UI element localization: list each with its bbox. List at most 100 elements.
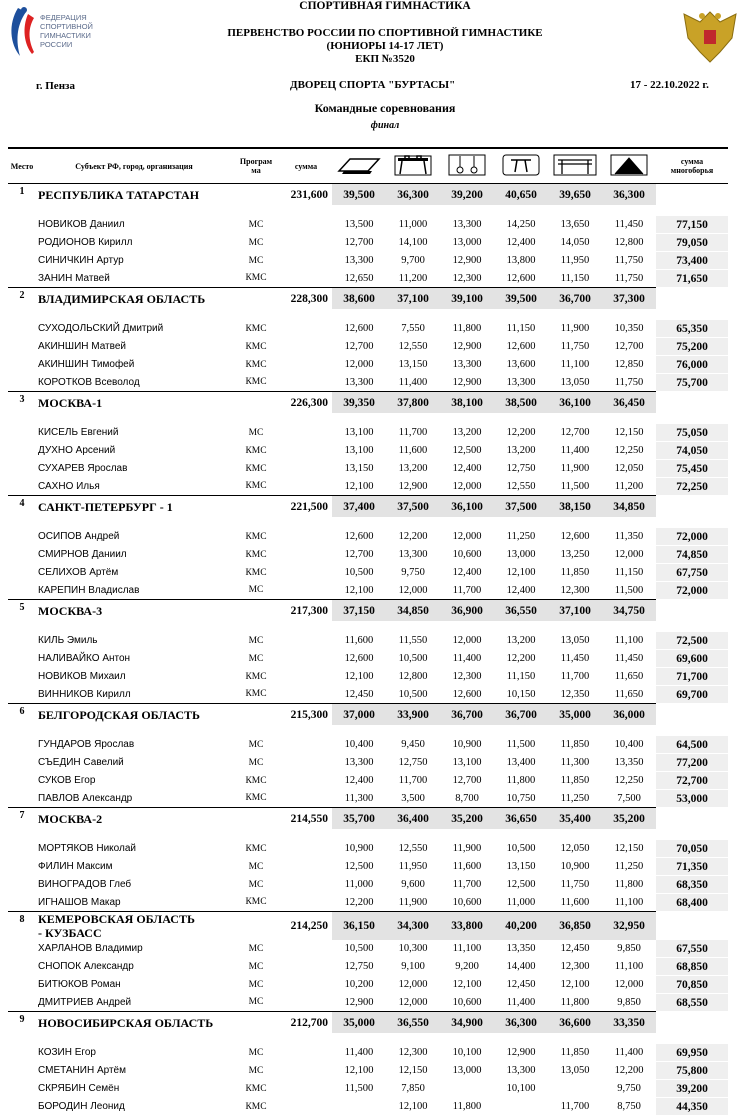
spacer-row [8, 413, 728, 424]
athlete-score: 12,200 [344, 896, 374, 908]
athlete-score: 11,700 [560, 1101, 590, 1112]
empty-cell [280, 940, 332, 958]
athlete-program: МС [248, 585, 264, 596]
athlete-score: 12,100 [344, 480, 374, 492]
athlete-score: 11,100 [560, 359, 590, 370]
team-sum: 221,500 [280, 495, 332, 517]
team-score: 38,500 [494, 391, 548, 413]
athlete-score: 11,250 [614, 861, 644, 872]
spacer-cell [8, 725, 728, 736]
athlete-score: 12,900 [452, 376, 482, 388]
empty-cell [280, 478, 332, 496]
athlete-score: 11,150 [614, 567, 644, 578]
athlete-total: 65,350 [656, 320, 728, 338]
team-score: 36,300 [602, 183, 656, 205]
athlete-score: 12,100 [344, 671, 374, 682]
empty-cell [280, 994, 332, 1012]
athlete-name: КИСЕЛЬ Евгений [38, 427, 119, 439]
empty-cell [8, 216, 36, 234]
empty-cell [8, 994, 36, 1012]
team-name: МОСКВА-3 [36, 599, 232, 621]
apparatus-icon [332, 147, 386, 184]
empty-cell [232, 183, 280, 205]
athlete-program: КМС [245, 567, 267, 578]
athlete-score: 12,200 [614, 1065, 644, 1076]
athlete-score: 13,350 [614, 757, 644, 768]
athlete-row: ГУНДАРОВ Ярослав МС 10,400 9,450 10,900 11,50… [8, 736, 728, 754]
athlete-score: 12,000 [398, 996, 428, 1008]
title: СПОРТИВНАЯ ГИМНАСТИКА [299, 0, 471, 12]
athlete-score: 11,000 [506, 896, 536, 908]
empty-cell [8, 356, 36, 374]
empty-cell [8, 754, 36, 772]
athlete-total: 71,350 [656, 857, 728, 876]
athlete-program: КМС [245, 1101, 267, 1112]
empty-cell [280, 1044, 332, 1062]
athlete-score: 13,250 [560, 549, 590, 560]
empty-cell [280, 356, 332, 374]
empty-cell [8, 1080, 36, 1098]
athlete-total: 68,350 [656, 875, 728, 894]
team-place: 1 [8, 183, 36, 205]
athlete-score: 13,000 [452, 237, 482, 248]
athlete-name: НОВИКОВ Даниил [38, 219, 125, 231]
team-score: 36,700 [548, 287, 602, 309]
spacer-row [8, 517, 728, 528]
athlete-score: 12,100 [560, 979, 590, 990]
athlete-program: КМС [245, 531, 267, 542]
athlete-score: 8,750 [617, 1101, 641, 1112]
athlete-row: ПАВЛОВ Александр КМС 11,300 3,500 8,700 10,75… [8, 789, 728, 808]
athlete-total: 67,750 [656, 563, 728, 582]
athlete-name: ХАРЛАНОВ Владимир [38, 943, 143, 955]
team-name: РЕСПУБЛИКА ТАТАРСТАН [36, 183, 232, 205]
athlete-total: 71,700 [656, 667, 728, 686]
empty-cell [280, 876, 332, 894]
athlete-score: 9,200 [455, 961, 479, 972]
athlete-score: 10,900 [560, 861, 590, 872]
athlete-score: 12,200 [398, 531, 428, 543]
athlete-score: 13,050 [560, 635, 590, 647]
athlete-program: КМС [245, 671, 267, 682]
empty-cell [8, 1098, 36, 1116]
empty-cell [656, 1011, 728, 1033]
team-score: 37,000 [332, 703, 386, 725]
athlete-name: НАЛИВАЙКО Антон [38, 653, 131, 664]
spacer-cell [8, 205, 728, 216]
team-score: 33,800 [440, 911, 494, 940]
team-score: 36,300 [386, 183, 440, 205]
athlete-score: 13,800 [506, 255, 536, 266]
team-score: 37,100 [386, 287, 440, 309]
athlete-program: КМС [245, 341, 267, 352]
athlete-score: 11,400 [506, 996, 536, 1008]
empty-cell [8, 958, 36, 976]
athlete-score: 12,300 [560, 584, 590, 596]
athlete-score: 11,900 [452, 843, 482, 855]
team-name: МОСКВА-1 [36, 391, 232, 413]
athlete-score: 10,600 [452, 549, 482, 560]
venue: ДВОРЕЦ СПОРТА "БУРТАСЫ" [290, 79, 456, 91]
athlete-score: 10,600 [452, 996, 482, 1008]
empty-cell [8, 976, 36, 994]
athlete-score: 11,100 [614, 896, 644, 908]
athlete-total: 79,050 [656, 233, 728, 252]
athlete-score: 11,650 [614, 671, 644, 682]
athlete-score: 11,350 [614, 531, 644, 543]
column-header: сумма [280, 147, 332, 184]
team-score: 39,100 [440, 287, 494, 309]
athlete-score: 11,000 [398, 219, 428, 231]
empty-cell [8, 338, 36, 356]
athlete-total: 70,050 [656, 840, 728, 858]
athlete-score: 7,500 [617, 792, 641, 804]
athlete-program: МС [248, 255, 264, 266]
athlete-program: КМС [245, 377, 267, 388]
athlete-score: 12,200 [506, 653, 536, 664]
athlete-total: 68,550 [656, 993, 728, 1012]
athlete-row: КИЛЬ Эмиль МС 11,600 11,550 12,000 13,200 13,0… [8, 632, 728, 650]
athlete-name: АКИНШИН Матвей [38, 341, 126, 352]
team-place: 3 [8, 391, 36, 413]
athlete-score: 12,750 [344, 961, 374, 972]
athlete-score: 11,450 [614, 219, 644, 231]
athlete-score: 14,100 [398, 237, 428, 248]
athlete-row: БИТЮКОВ Роман МС 10,200 12,000 12,100 12,450 1… [8, 975, 728, 994]
athlete-score: 11,500 [560, 480, 590, 492]
